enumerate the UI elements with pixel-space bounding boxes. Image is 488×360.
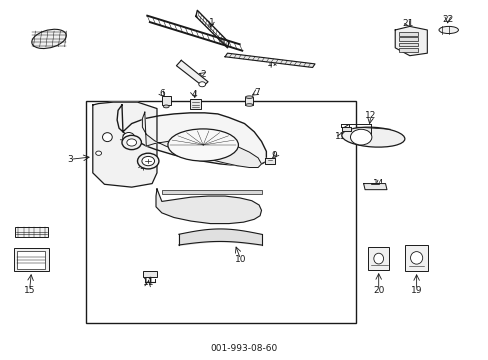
Bar — [398, 37, 417, 41]
Ellipse shape — [102, 133, 112, 141]
Text: 3: 3 — [67, 155, 73, 164]
Text: 9: 9 — [271, 151, 277, 160]
Polygon shape — [176, 60, 207, 86]
Polygon shape — [156, 189, 261, 224]
Text: 22: 22 — [441, 15, 452, 24]
Text: 21: 21 — [401, 19, 413, 28]
Circle shape — [122, 135, 141, 150]
Text: 4: 4 — [191, 90, 196, 99]
Ellipse shape — [122, 132, 135, 143]
Text: 15: 15 — [24, 285, 35, 294]
Ellipse shape — [32, 29, 66, 49]
Text: 19: 19 — [410, 285, 422, 294]
Text: 12: 12 — [365, 111, 376, 120]
Ellipse shape — [341, 127, 404, 147]
Text: 001-993-08-60: 001-993-08-60 — [210, 344, 278, 353]
Bar — [162, 96, 170, 105]
Ellipse shape — [373, 253, 383, 264]
Text: 20: 20 — [372, 285, 384, 294]
Polygon shape — [142, 112, 261, 167]
Text: 1: 1 — [208, 18, 214, 27]
Text: 11: 11 — [142, 278, 154, 287]
Circle shape — [350, 129, 371, 145]
Text: 13: 13 — [334, 132, 346, 141]
Ellipse shape — [167, 129, 238, 161]
Text: 14: 14 — [372, 179, 383, 188]
Polygon shape — [341, 127, 351, 131]
Bar — [398, 43, 417, 46]
Polygon shape — [117, 105, 266, 166]
Ellipse shape — [163, 105, 169, 108]
Circle shape — [137, 153, 159, 169]
Circle shape — [126, 139, 136, 146]
Bar — [162, 190, 261, 194]
Bar — [398, 48, 417, 52]
Ellipse shape — [438, 26, 458, 33]
Bar — [14, 248, 48, 271]
Bar — [86, 102, 356, 323]
Bar — [404, 246, 427, 271]
Ellipse shape — [245, 104, 253, 106]
Text: 6: 6 — [159, 89, 164, 98]
Bar — [245, 97, 253, 105]
Ellipse shape — [410, 252, 422, 264]
Text: 8: 8 — [121, 134, 126, 143]
Text: 5: 5 — [139, 162, 145, 171]
Polygon shape — [363, 184, 386, 190]
Bar — [190, 99, 201, 109]
Text: 16: 16 — [24, 230, 35, 239]
Circle shape — [96, 151, 102, 156]
Polygon shape — [265, 158, 274, 164]
Bar — [143, 271, 157, 277]
Text: 17: 17 — [266, 59, 278, 68]
Polygon shape — [93, 102, 157, 187]
Ellipse shape — [245, 96, 253, 98]
Polygon shape — [394, 26, 427, 56]
Bar — [17, 251, 45, 269]
Text: 18: 18 — [42, 32, 53, 41]
Text: 7: 7 — [253, 88, 259, 97]
Circle shape — [142, 157, 154, 166]
Polygon shape — [224, 53, 314, 67]
Circle shape — [199, 82, 205, 87]
Bar — [15, 227, 48, 237]
Bar — [368, 247, 388, 270]
Text: 2: 2 — [201, 71, 206, 80]
Text: 10: 10 — [234, 255, 246, 264]
Bar — [398, 32, 417, 36]
